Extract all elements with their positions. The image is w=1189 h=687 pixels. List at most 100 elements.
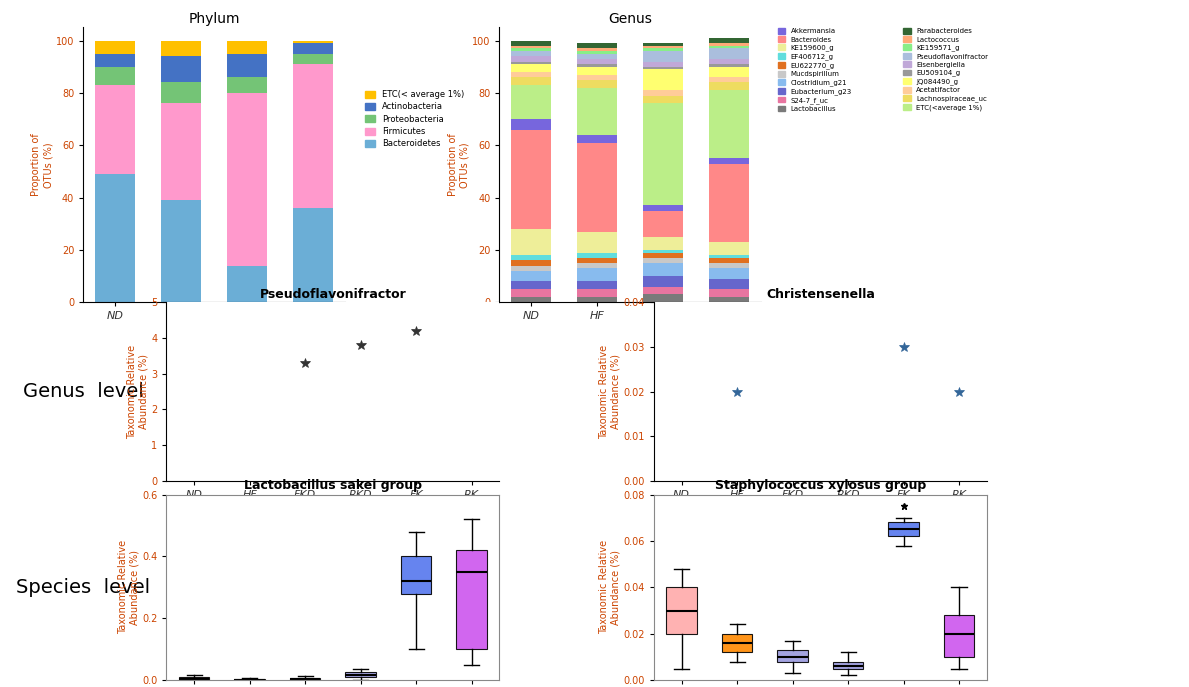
Bar (643, 95, 682, 103)
Bar (578, 88, 617, 135)
Bar (643, 62, 682, 67)
Bar (578, 297, 617, 302)
Bar (294, 64, 333, 208)
Bar (511, 271, 551, 282)
Y-axis label: Taxonomic Relative
Abundance (%): Taxonomic Relative Abundance (%) (118, 540, 139, 635)
Bar (511, 85, 551, 119)
Y-axis label: Taxonomic Relative
Abundance (%): Taxonomic Relative Abundance (%) (599, 344, 621, 439)
Bar (511, 51, 551, 56)
Y-axis label: Proportion of
OTUs (%): Proportion of OTUs (%) (447, 133, 470, 196)
Bar (643, 46, 682, 48)
Bar (643, 205, 682, 211)
Bar (710, 258, 749, 263)
Bar (643, 211, 682, 237)
PathPatch shape (778, 650, 809, 662)
Bar (643, 253, 682, 258)
Bar (511, 48, 551, 51)
Title: Phylum: Phylum (188, 12, 240, 26)
Bar (511, 41, 551, 46)
Bar (643, 295, 682, 302)
Y-axis label: Taxonomic Relative
Abundance (%): Taxonomic Relative Abundance (%) (127, 344, 149, 439)
Bar (511, 229, 551, 255)
Bar (162, 103, 201, 200)
Bar (710, 59, 749, 64)
Bar (710, 242, 749, 255)
Bar (578, 64, 617, 67)
Bar (162, 82, 201, 103)
Bar (643, 250, 682, 253)
Bar (710, 46, 749, 48)
Title: Pseudoflavonifractor: Pseudoflavonifractor (259, 288, 407, 301)
Bar (710, 164, 749, 242)
Bar (710, 67, 749, 77)
Text: Genus  level: Genus level (23, 382, 144, 401)
Y-axis label: Proportion of
OTUs (%): Proportion of OTUs (%) (31, 133, 54, 196)
Bar (294, 41, 333, 43)
Bar (643, 51, 682, 62)
Bar (294, 208, 333, 302)
Bar (643, 237, 682, 250)
Bar (578, 51, 617, 54)
Bar (95, 85, 134, 174)
Bar (162, 41, 201, 56)
Bar (710, 77, 749, 82)
Bar (578, 289, 617, 297)
Bar (162, 56, 201, 82)
Bar (227, 77, 266, 93)
Bar (95, 41, 134, 54)
Bar (710, 289, 749, 297)
Bar (95, 54, 134, 67)
Bar (511, 282, 551, 289)
Bar (710, 255, 749, 258)
Bar (578, 67, 617, 75)
PathPatch shape (346, 673, 376, 677)
Text: Species  level: Species level (17, 578, 150, 597)
Bar (710, 297, 749, 302)
Bar (643, 69, 682, 90)
Title: Staphylococcus xylosus group: Staphylococcus xylosus group (715, 479, 926, 492)
Title: Lactobacillus sakei group: Lactobacillus sakei group (244, 479, 422, 492)
Bar (511, 255, 551, 260)
Bar (710, 158, 749, 164)
Bar (511, 64, 551, 72)
Bar (578, 135, 617, 143)
Legend: Parabacteroides, Lactococcus, KE159571_g, Pseudoflavonifractor, Eisenbergiella, : Parabacteroides, Lactococcus, KE159571_g… (900, 25, 992, 114)
PathPatch shape (457, 550, 487, 649)
PathPatch shape (888, 522, 919, 537)
Bar (643, 103, 682, 205)
Bar (578, 75, 617, 80)
Bar (162, 200, 201, 302)
Bar (710, 43, 749, 46)
Title: Christensenella: Christensenella (766, 288, 875, 301)
Y-axis label: Taxonomic Relative
Abundance (%): Taxonomic Relative Abundance (%) (599, 540, 621, 635)
Bar (578, 59, 617, 64)
Bar (511, 130, 551, 229)
Bar (95, 67, 134, 85)
Bar (511, 77, 551, 85)
Bar (511, 260, 551, 266)
Bar (578, 268, 617, 282)
Bar (578, 48, 617, 51)
Bar (643, 90, 682, 95)
Bar (710, 48, 749, 59)
Bar (511, 46, 551, 48)
Bar (578, 258, 617, 263)
Bar (643, 67, 682, 69)
Title: Genus: Genus (609, 12, 652, 26)
Bar (227, 93, 266, 266)
Bar (511, 72, 551, 77)
Bar (227, 54, 266, 77)
Bar (578, 54, 617, 59)
Bar (710, 90, 749, 158)
Bar (578, 282, 617, 289)
PathPatch shape (944, 616, 975, 657)
Bar (710, 263, 749, 268)
Bar (511, 266, 551, 271)
Bar (578, 263, 617, 268)
PathPatch shape (290, 677, 321, 680)
Bar (710, 82, 749, 90)
Bar (710, 268, 749, 279)
Bar (643, 276, 682, 286)
Bar (578, 43, 617, 48)
Bar (511, 289, 551, 297)
